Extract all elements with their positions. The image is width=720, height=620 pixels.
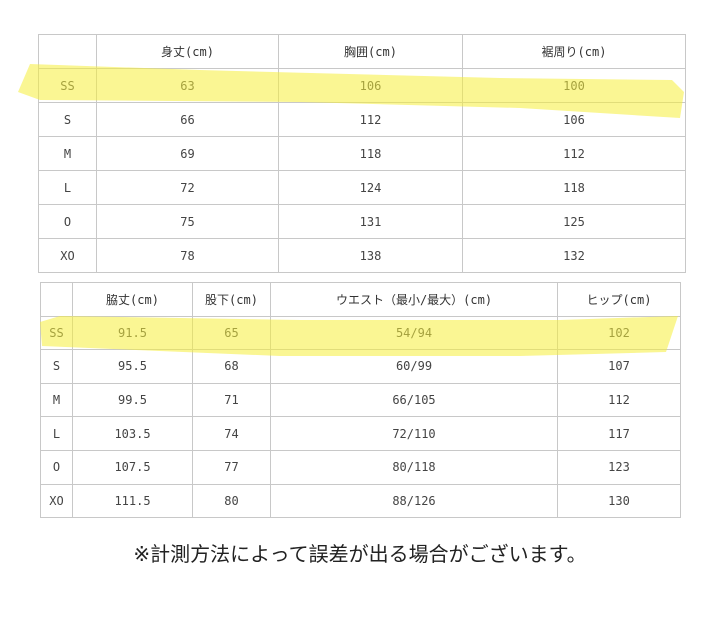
table-cell: 102	[557, 315, 681, 351]
table-cell: 66/105	[270, 382, 558, 418]
table-cell: 106	[462, 102, 686, 137]
table-cell: 130	[557, 483, 681, 519]
table-row: XO 111.5 80 88/126 130	[40, 483, 681, 519]
table-cell: 112	[278, 102, 463, 137]
table-row: S 95.5 68 60/99 107	[40, 349, 681, 384]
table-cell: 60/99	[270, 349, 558, 384]
size-label: O	[38, 204, 97, 239]
table-row: SS 63 106 100	[38, 68, 686, 103]
table-cell: 99.5	[72, 382, 193, 418]
table-cell: 138	[278, 238, 463, 273]
table-row: M 69 118 112	[38, 136, 686, 171]
size-table-tops: 身丈(cm) 胸囲(cm) 裾周り(cm) SS 63 106 100 S 66 112 10…	[38, 34, 686, 273]
table-cell: 75	[96, 204, 279, 239]
table-cell: 118	[462, 170, 686, 205]
table-header-row: 脇丈(cm) 股下(cm) ウエスト（最小/最大）(cm) ヒップ(cm)	[40, 282, 681, 317]
table-cell: 103.5	[72, 416, 193, 451]
size-label: SS	[38, 68, 97, 103]
table-row: O 75 131 125	[38, 204, 686, 239]
header-cell: 裾周り(cm)	[462, 34, 686, 69]
table-cell: 80	[192, 483, 271, 519]
size-label: M	[40, 382, 73, 418]
table-cell: 107	[557, 349, 681, 384]
size-label: XO	[38, 238, 97, 273]
table-cell: 63	[96, 68, 279, 103]
table-header-row: 身丈(cm) 胸囲(cm) 裾周り(cm)	[38, 34, 686, 69]
table-cell: 69	[96, 136, 279, 171]
table-cell: 66	[96, 102, 279, 137]
table-row: S 66 112 106	[38, 102, 686, 137]
table-cell: 95.5	[72, 349, 193, 384]
table-cell: 125	[462, 204, 686, 239]
table-row: L 103.5 74 72/110 117	[40, 416, 681, 451]
header-cell: 脇丈(cm)	[72, 282, 193, 317]
table-row: L 72 124 118	[38, 170, 686, 205]
table-cell: 68	[192, 349, 271, 384]
size-label: O	[40, 449, 73, 485]
table-cell: 65	[192, 315, 271, 351]
table-cell: 91.5	[72, 315, 193, 351]
header-cell: 胸囲(cm)	[278, 34, 463, 69]
size-label: S	[40, 349, 73, 384]
table-cell: 77	[192, 449, 271, 485]
table-cell: 72/110	[270, 416, 558, 451]
table-cell: 71	[192, 382, 271, 418]
table-row: SS 91.5 65 54/94 102	[40, 315, 681, 351]
header-cell	[40, 282, 73, 317]
header-cell: ウエスト（最小/最大）(cm)	[270, 282, 558, 317]
table-row: O 107.5 77 80/118 123	[40, 449, 681, 485]
table-cell: 111.5	[72, 483, 193, 519]
table-row: XO 78 138 132	[38, 238, 686, 273]
table-cell: 106	[278, 68, 463, 103]
table-cell: 124	[278, 170, 463, 205]
table-cell: 112	[462, 136, 686, 171]
table-cell: 88/126	[270, 483, 558, 519]
size-table-bottoms: 脇丈(cm) 股下(cm) ウエスト（最小/最大）(cm) ヒップ(cm) SS…	[40, 282, 681, 519]
header-cell: 身丈(cm)	[96, 34, 279, 69]
size-label: S	[38, 102, 97, 137]
header-cell: 股下(cm)	[192, 282, 271, 317]
table-cell: 107.5	[72, 449, 193, 485]
table-cell: 72	[96, 170, 279, 205]
table-cell: 54/94	[270, 315, 558, 351]
header-cell: ヒップ(cm)	[557, 282, 681, 317]
size-label: L	[38, 170, 97, 205]
table-row: M 99.5 71 66/105 112	[40, 382, 681, 418]
table-cell: 78	[96, 238, 279, 273]
header-cell	[38, 34, 97, 69]
table-cell: 118	[278, 136, 463, 171]
measurement-note: ※計測方法によって誤差が出る場合がございます。	[133, 542, 587, 566]
table-cell: 132	[462, 238, 686, 273]
table-cell: 123	[557, 449, 681, 485]
table-cell: 100	[462, 68, 686, 103]
table-cell: 74	[192, 416, 271, 451]
size-label: SS	[40, 315, 73, 351]
table-cell: 117	[557, 416, 681, 451]
table-cell: 80/118	[270, 449, 558, 485]
size-label: XO	[40, 483, 73, 519]
size-label: L	[40, 416, 73, 451]
size-label: M	[38, 136, 97, 171]
table-cell: 131	[278, 204, 463, 239]
table-cell: 112	[557, 382, 681, 418]
